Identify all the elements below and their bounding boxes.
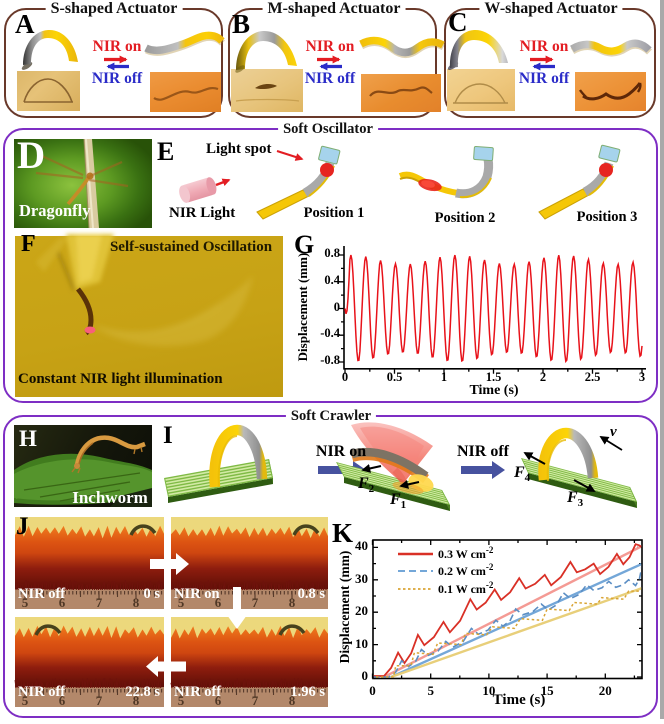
svg-text:8: 8	[289, 595, 296, 610]
svg-text:7: 7	[96, 595, 103, 610]
svg-text:7: 7	[96, 693, 103, 708]
svg-text:5: 5	[22, 595, 29, 610]
svg-text:6: 6	[59, 595, 66, 610]
svg-text:5: 5	[22, 693, 29, 708]
svg-text:7: 7	[252, 693, 259, 708]
svg-text:6: 6	[215, 693, 222, 708]
svg-text:8: 8	[289, 693, 296, 708]
svg-text:8: 8	[133, 595, 140, 610]
svg-text:8: 8	[133, 693, 140, 708]
svg-text:6: 6	[59, 693, 66, 708]
svg-text:5: 5	[178, 693, 185, 708]
svg-text:7: 7	[252, 595, 259, 610]
svg-text:6: 6	[215, 595, 222, 610]
svg-text:5: 5	[178, 595, 185, 610]
